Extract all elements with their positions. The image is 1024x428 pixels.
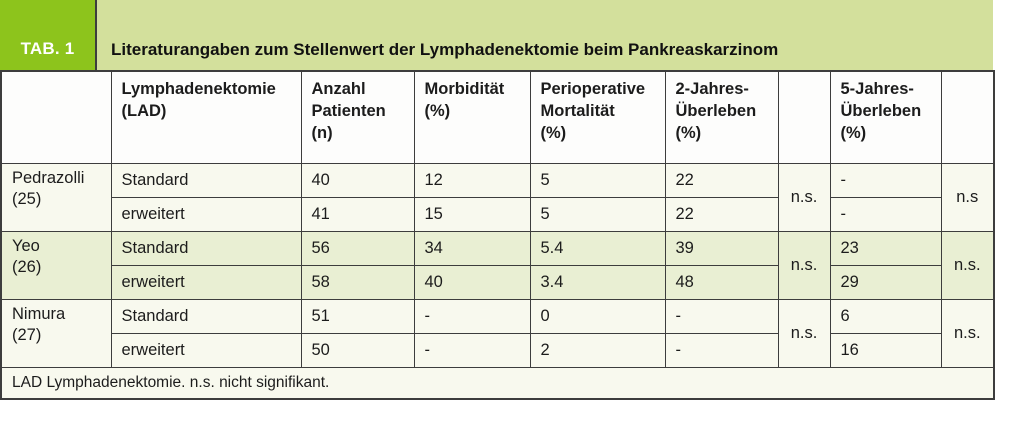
col-header-morbidity: Morbidität (%) (413, 70, 531, 164)
col-header-2y-survival: 2-Jahres- Überleben (%) (664, 70, 779, 164)
table-row: erweitert 41 15 5 22 - (1, 196, 994, 232)
footnote: LAD Lymphadenektomie. n.s. nicht signifi… (0, 366, 995, 400)
surv5-cell: - (829, 162, 942, 198)
morbidity-cell: - (413, 332, 531, 368)
mortality-cell: 5 (529, 162, 666, 198)
mortality-cell: 2 (529, 332, 666, 368)
mortality-cell: 5 (529, 196, 666, 232)
morbidity-cell: 40 (413, 264, 531, 300)
table-row: Nimura (27) Standard 51 - 0 - n.s. 6 n.s… (0, 298, 995, 368)
lad-cell: erweitert (110, 332, 302, 368)
mortality-cell: 3.4 (529, 264, 666, 300)
author-cell: Yeo (26) (0, 230, 112, 300)
author-cell: Nimura (27) (0, 298, 112, 368)
col-header-2y-significance (777, 70, 831, 164)
col-header-lad: Lymphadenektomie (LAD) (110, 70, 302, 164)
table-title-band: TAB. 1 Literaturangaben zum Stellenwert … (0, 0, 993, 70)
author-cell: Pedrazolli (25) (0, 162, 112, 232)
col-header-n: Anzahl Patienten (n) (300, 70, 415, 164)
mortality-cell: 5.4 (529, 230, 666, 266)
mortality-cell: 0 (529, 298, 666, 334)
surv5-cell: 29 (829, 264, 942, 300)
surv2-cell: 48 (664, 264, 779, 300)
lad-cell: Standard (110, 230, 302, 266)
morbidity-cell: - (413, 298, 531, 334)
morbidity-cell: 15 (413, 196, 531, 232)
table-number-badge: TAB. 1 (0, 0, 97, 70)
table-title-box: Literaturangaben zum Stellenwert der Lym… (97, 0, 993, 70)
table-figure: TAB. 1 Literaturangaben zum Stellenwert … (0, 0, 995, 400)
lad-cell: erweitert (110, 196, 302, 232)
col-header-5y-survival: 5-Jahres- Überleben (%) (829, 70, 942, 164)
ns5-cell: n.s (940, 162, 995, 232)
n-cell: 58 (300, 264, 415, 300)
ns2-cell: n.s. (777, 298, 831, 368)
literature-table: Lymphadenektomie (LAD) Anzahl Patienten … (0, 70, 995, 400)
table-number-label: TAB. 1 (20, 39, 75, 58)
table-row: Pedrazolli (25) Standard 40 12 5 22 n.s.… (0, 162, 995, 232)
morbidity-cell: 12 (413, 162, 531, 198)
table-row: erweitert 58 40 3.4 48 29 (1, 264, 994, 300)
lad-cell: Standard (110, 298, 302, 334)
surv2-cell: - (664, 298, 779, 334)
surv2-cell: 39 (664, 230, 779, 266)
n-cell: 51 (300, 298, 415, 334)
surv2-cell: - (664, 332, 779, 368)
col-header-author (0, 70, 112, 164)
surv2-cell: 22 (664, 196, 779, 232)
surv5-cell: - (829, 196, 942, 232)
surv5-cell: 6 (829, 298, 942, 334)
ns2-cell: n.s. (777, 230, 831, 300)
ns5-cell: n.s. (940, 230, 995, 300)
n-cell: 56 (300, 230, 415, 266)
n-cell: 41 (300, 196, 415, 232)
surv5-cell: 16 (829, 332, 942, 368)
table-title: Literaturangaben zum Stellenwert der Lym… (111, 40, 779, 59)
ns2-cell: n.s. (777, 162, 831, 232)
ns5-cell: n.s. (940, 298, 995, 368)
surv2-cell: 22 (664, 162, 779, 198)
table-row: Yeo (26) Standard 56 34 5.4 39 n.s. 23 n… (0, 230, 995, 300)
col-header-5y-significance (940, 70, 995, 164)
lad-cell: Standard (110, 162, 302, 198)
footnote-row: LAD Lymphadenektomie. n.s. nicht signifi… (0, 366, 995, 400)
n-cell: 50 (300, 332, 415, 368)
header-row: Lymphadenektomie (LAD) Anzahl Patienten … (0, 70, 995, 164)
n-cell: 40 (300, 162, 415, 198)
table-row: erweitert 50 - 2 - 16 (1, 332, 994, 368)
surv5-cell: 23 (829, 230, 942, 266)
lad-cell: erweitert (110, 264, 302, 300)
morbidity-cell: 34 (413, 230, 531, 266)
col-header-mortality: Perioperative Mortalität (%) (529, 70, 666, 164)
